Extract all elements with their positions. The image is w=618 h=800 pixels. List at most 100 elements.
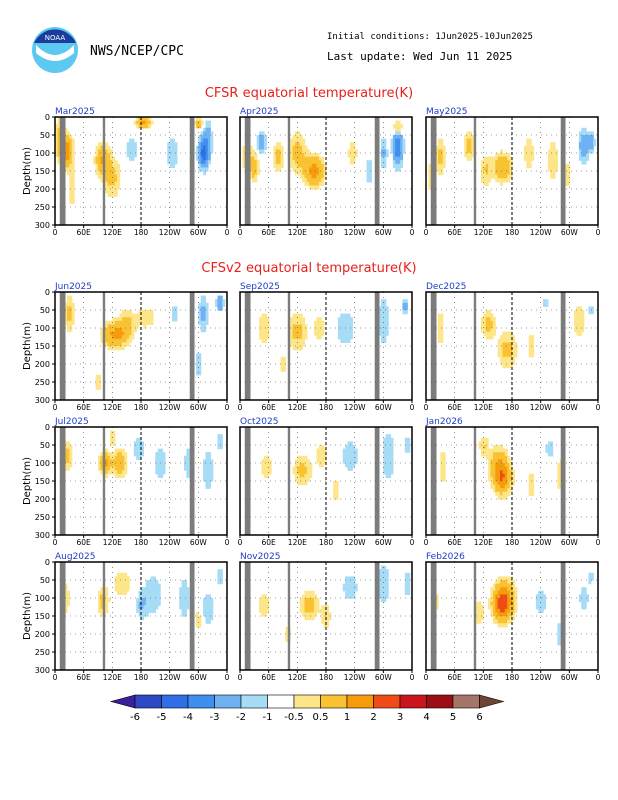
anomaly-cell [126, 328, 130, 333]
anomaly-cell [121, 463, 125, 468]
anomaly-cell [203, 171, 207, 176]
anomaly-cell [485, 441, 489, 446]
anomaly-cell [495, 616, 499, 621]
anomaly-cell [316, 320, 320, 325]
anomaly-cell [181, 612, 185, 617]
anomaly-cell [100, 153, 104, 158]
anomaly-cell [205, 481, 209, 486]
anomaly-cell [509, 605, 513, 610]
anomaly-cell [251, 163, 255, 168]
anomaly-cell [440, 317, 444, 322]
land-mask [244, 117, 251, 225]
anomaly-cell [157, 598, 161, 603]
anomaly-cell [435, 601, 439, 606]
anomaly-cell [121, 317, 125, 322]
anomaly-cell [507, 455, 511, 460]
land-mask [102, 292, 106, 400]
anomaly-cell [280, 356, 284, 361]
anomaly-cell [385, 149, 389, 154]
anomaly-cell [210, 605, 214, 610]
anomaly-cell [578, 313, 582, 318]
anomaly-cell [109, 192, 113, 197]
anomaly-cell [299, 317, 303, 322]
anomaly-cell [98, 590, 101, 595]
anomaly-cell [497, 481, 501, 486]
anomaly-cell [195, 156, 199, 161]
anomaly-cell [69, 317, 73, 322]
anomaly-cell [157, 452, 161, 457]
anomaly-cell [385, 466, 389, 471]
anomaly-cell [131, 317, 135, 322]
anomaly-cell [69, 313, 73, 318]
anomaly-cell [490, 320, 494, 325]
anomaly-cell [578, 324, 582, 329]
anomaly-cell [294, 342, 298, 347]
anomaly-cell [502, 338, 506, 343]
anomaly-cell [126, 310, 130, 315]
anomaly-cell [66, 320, 70, 325]
anomaly-cell [169, 149, 173, 154]
anomaly-cell [383, 328, 387, 333]
anomaly-cell [552, 167, 556, 172]
anomaly-cell [311, 171, 315, 176]
anomaly-cell [119, 335, 123, 340]
anomaly-cell [478, 605, 482, 610]
anomaly-cell [500, 360, 504, 365]
colorbar-label: -2 [236, 712, 246, 723]
anomaly-cell [437, 160, 441, 165]
anomaly-cell [340, 320, 344, 325]
anomaly-cell [555, 153, 558, 158]
anomaly-cell [100, 338, 104, 343]
anomaly-cell [509, 163, 513, 168]
anomaly-cell [378, 310, 382, 315]
anomaly-cell [464, 142, 468, 147]
anomaly-cell [485, 448, 489, 453]
anomaly-cell [504, 349, 508, 354]
anomaly-cell [502, 623, 506, 628]
anomaly-cell [469, 138, 472, 143]
anomaly-cell [136, 437, 140, 442]
anomaly-cell [323, 619, 327, 624]
anomaly-cell [114, 192, 118, 197]
anomaly-cell [107, 466, 111, 471]
anomaly-cell [526, 160, 530, 165]
anomaly-cell [497, 342, 501, 347]
anomaly-cell [71, 138, 75, 143]
x-tick-label: 120W [344, 403, 366, 412]
anomaly-cell [488, 455, 492, 460]
anomaly-cell [186, 605, 190, 610]
anomaly-cell [157, 587, 161, 592]
anomaly-cell [57, 127, 61, 132]
anomaly-cell [578, 331, 582, 336]
anomaly-cell [378, 583, 382, 588]
anomaly-cell [440, 171, 444, 176]
anomaly-cell [203, 156, 207, 161]
anomaly-cell [380, 317, 384, 322]
anomaly-cell [105, 342, 109, 347]
anomaly-cell [378, 569, 382, 574]
anomaly-cell [66, 142, 70, 147]
anomaly-cell [219, 576, 223, 581]
anomaly-cell [306, 149, 310, 154]
anomaly-cell [495, 608, 499, 613]
colorbar-label: 4 [423, 712, 429, 723]
anomaly-cell [109, 470, 113, 475]
anomaly-cell [299, 598, 303, 603]
anomaly-cell [157, 590, 161, 595]
anomaly-cell [297, 142, 301, 147]
colorbar-box [426, 694, 454, 709]
anomaly-cell [400, 124, 404, 129]
anomaly-cell [259, 601, 263, 606]
anomaly-cell [109, 149, 113, 154]
anomaly-cell [136, 455, 140, 460]
anomaly-cell [354, 455, 358, 460]
anomaly-cell [504, 583, 508, 588]
anomaly-cell [321, 328, 325, 333]
anomaly-cell [478, 612, 482, 617]
anomaly-cell [383, 459, 387, 464]
anomaly-cell [378, 594, 382, 599]
anomaly-cell [492, 455, 496, 460]
anomaly-cell [314, 181, 318, 186]
anomaly-cell [198, 317, 202, 322]
anomaly-cell [294, 320, 298, 325]
